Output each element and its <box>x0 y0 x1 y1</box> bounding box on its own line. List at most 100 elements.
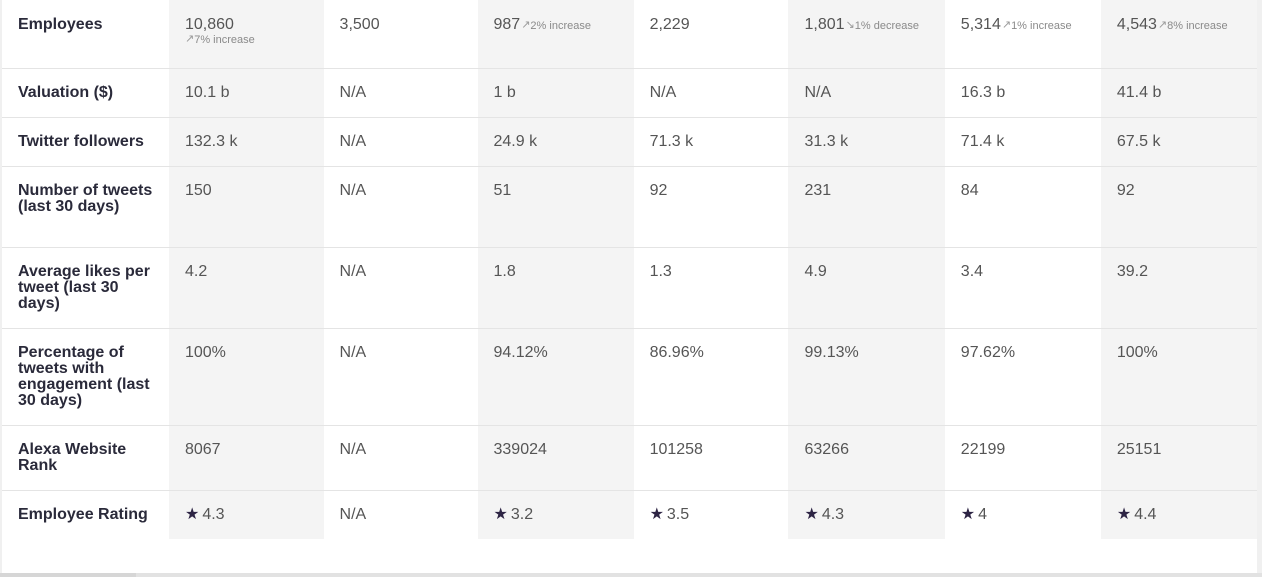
change-text: 8% increase <box>1167 20 1228 32</box>
table-cell: ★ 4.3 <box>788 490 945 539</box>
table-cell: N/A <box>788 68 945 118</box>
row-label-cell: Valuation ($) <box>2 68 169 118</box>
cell-value-wrap: 100% <box>1116 344 1158 361</box>
rating-value: 4.3 <box>821 506 845 523</box>
horizontal-scrollbar[interactable] <box>0 573 1262 577</box>
change-text: 1% increase <box>1011 20 1072 32</box>
rating-value: 3.5 <box>666 506 690 523</box>
table-cell: 71.3 k <box>633 117 789 167</box>
employee-change: ↗7% increase <box>185 33 308 47</box>
table-cell: 39.2 <box>1100 247 1257 329</box>
table-cell: 25151 <box>1100 425 1257 491</box>
cell-value-wrap: ★ 3.5 <box>650 491 773 523</box>
table-cell: 150 <box>168 166 324 248</box>
cell-value-wrap: 63266 <box>804 441 849 458</box>
table-cell: 132.3 k <box>168 117 324 167</box>
cell-value-wrap: 92 <box>1116 182 1135 199</box>
employee-count: 987 <box>493 16 521 33</box>
table-cell: 86.96% <box>633 328 789 426</box>
table-cell: 339024 <box>477 425 634 491</box>
row-label: Number of tweets (last 30 days) <box>18 182 153 215</box>
table-cell: ★ 3.5 <box>634 491 789 540</box>
table-cell: N/A <box>323 328 478 426</box>
cell-value-wrap: 132.3 k <box>184 133 238 150</box>
cell-value-wrap: 10,860 ↗7% increase <box>185 0 308 47</box>
row-label-cell: Twitter followers <box>2 117 169 167</box>
table-cell: 92 <box>633 166 789 248</box>
table-cell: 31.3 k <box>788 117 945 167</box>
cell-value-wrap: 25151 <box>1116 441 1162 458</box>
table-cell: 22199 <box>944 425 1101 491</box>
employee-count: 10,860 <box>184 16 234 33</box>
table-cell: N/A <box>633 68 789 118</box>
employee-count: 2,229 <box>649 16 690 33</box>
row-label: Employee Rating <box>18 506 148 523</box>
cell-value-wrap: 41.4 b <box>1116 84 1162 101</box>
table-cell: 4,543↗8% increase <box>1100 0 1257 69</box>
cell-value-wrap: N/A <box>339 182 367 199</box>
cell-value-wrap: 99.13% <box>804 344 859 361</box>
cell-value-wrap: 1.3 <box>649 263 672 280</box>
table-cell: 24.9 k <box>477 117 634 167</box>
change-text: 1% decrease <box>854 20 919 32</box>
table-cell: 10.1 b <box>168 68 324 118</box>
row-label: Average likes per tweet (last 30 days) <box>18 263 150 312</box>
cell-value-wrap: 84 <box>960 182 979 199</box>
star-icon: ★ <box>649 506 664 523</box>
cell-value-wrap: 92 <box>649 182 668 199</box>
table-cell: 5,314↗1% increase <box>944 0 1101 69</box>
row-valuation: Valuation ($) 10.1 b N/A 1 b N/A N/A 16.3 b 41.… <box>2 68 1257 118</box>
cell-value-wrap: ★ 4.3 <box>185 491 308 523</box>
row-label: Employees <box>18 16 103 33</box>
cell-value-wrap: 71.3 k <box>649 133 694 150</box>
table-cell: 10,860 ↗7% increase <box>168 0 324 69</box>
employee-count: 3,500 <box>339 16 380 33</box>
star-icon: ★ <box>1116 506 1132 523</box>
row-label-cell: Alexa Website Rank <box>2 425 169 491</box>
row-label-cell: Employee Rating <box>2 491 169 540</box>
trend-up-icon: ↗ <box>1157 19 1168 31</box>
cell-value-wrap: ★ 4.3 <box>804 491 928 523</box>
table-cell: 99.13% <box>788 328 945 426</box>
table-cell: 71.4 k <box>944 117 1101 167</box>
star-icon: ★ <box>804 506 819 523</box>
row-number-of-tweets: Number of tweets (last 30 days) 150 N/A 51 9… <box>2 166 1257 248</box>
employee-count: 4,543 <box>1116 16 1157 33</box>
cell-value-wrap: 150 <box>184 182 212 199</box>
row-label-cell: Number of tweets (last 30 days) <box>2 166 169 248</box>
cell-value-wrap: 3.4 <box>960 263 984 280</box>
cell-value-wrap: N/A <box>339 133 367 150</box>
cell-value-wrap: ★ 3.2 <box>494 491 618 523</box>
table-cell: ★ 3.2 <box>477 490 634 539</box>
employee-change: ↗8% increase <box>1157 19 1228 32</box>
row-employees: Employees 10,860 ↗7% increase 3,500 987↗2% i… <box>2 0 1257 69</box>
row-label: Valuation ($) <box>18 84 114 101</box>
table-cell: 4.9 <box>788 247 945 329</box>
table-cell: N/A <box>323 425 478 491</box>
table-cell: 1,801↘1% decrease <box>788 0 945 69</box>
row-employee-rating: Employee Rating ★ 4.3 N/A ★ 3.2 ★ 3.5 ★ 4.3 ★ 4 ★ 4.4 <box>2 490 1257 540</box>
table-cell: ★ 4.4 <box>1100 490 1257 539</box>
table-cell: 94.12% <box>477 328 634 426</box>
row-engagement-percentage: Percentage of tweets with engagement (la… <box>2 328 1257 426</box>
cell-value-wrap: 339024 <box>493 441 547 458</box>
employee-change: ↗2% increase <box>521 19 591 32</box>
cell-value-wrap: 10.1 b <box>184 84 230 101</box>
table-cell: 63266 <box>788 425 945 491</box>
cell-value-wrap: 100% <box>184 344 226 361</box>
cell-value-wrap: 94.12% <box>493 344 548 361</box>
cell-value-wrap: N/A <box>339 263 367 280</box>
employee-change: ↘1% decrease <box>846 19 919 32</box>
scrollbar-thumb[interactable] <box>0 573 136 577</box>
cell-value-wrap: N/A <box>339 344 367 361</box>
employee-change: ↗1% increase <box>1002 19 1072 32</box>
cell-value-wrap: 4.9 <box>804 263 827 280</box>
rating-value: 3.2 <box>510 506 534 523</box>
cell-value-wrap: 71.4 k <box>960 133 1005 150</box>
row-alexa-rank: Alexa Website Rank 8067 N/A 339024 101258 632… <box>2 425 1257 491</box>
row-label-cell: Average likes per tweet (last 30 days) <box>2 247 169 329</box>
cell-value-wrap: 1 b <box>493 84 516 101</box>
table-cell: 4.2 <box>168 247 324 329</box>
trend-up-icon: ↗ <box>521 19 531 31</box>
row-average-likes: Average likes per tweet (last 30 days) 4.… <box>2 247 1257 329</box>
